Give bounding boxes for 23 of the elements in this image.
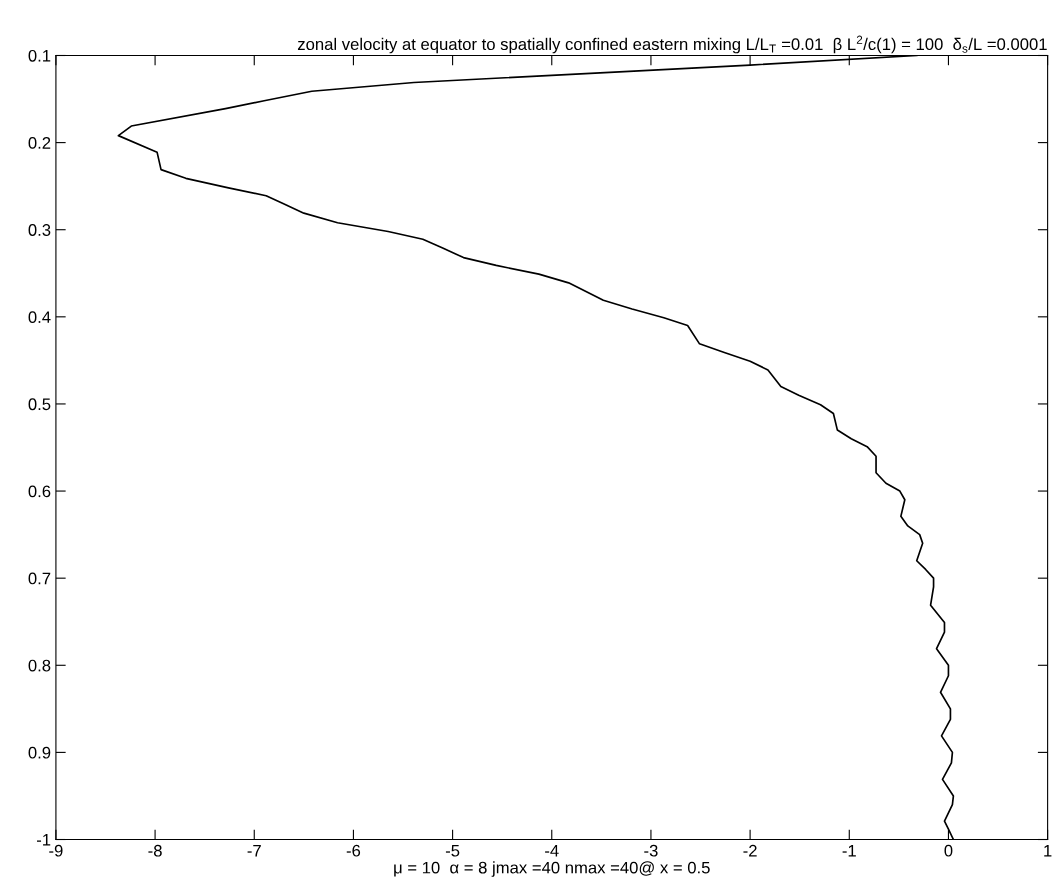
y-tick-label: 0.5 bbox=[28, 398, 51, 411]
y-tick-label: -1 bbox=[36, 834, 51, 846]
x-axis-title: μ = 10 α = 8 jmax =40 nmax =40@ x = 0.5 bbox=[394, 861, 710, 877]
y-tick-label: 0.7 bbox=[28, 572, 51, 585]
y-tick-label: 0.2 bbox=[28, 137, 51, 149]
chart-title: zonal velocity at equator to spatially confined eastern mixing L/L$_{T}$ =0.01 β L$^{2}$/c(1) = 100 δ$_{s}$/L =0.0001 bbox=[297, 35, 1047, 54]
y-tick-label: 0.8 bbox=[28, 659, 51, 672]
x-tick-label: 1 bbox=[1044, 844, 1052, 857]
x-tick-label: -5 bbox=[445, 844, 460, 857]
x-tick-label: 0 bbox=[944, 844, 953, 857]
x-tick-label: -7 bbox=[247, 844, 261, 857]
x-tick-label: -6 bbox=[346, 844, 361, 857]
x-tick-label: -2 bbox=[743, 844, 757, 857]
y-tick-label: 0.9 bbox=[28, 746, 51, 759]
x-tick-label: -3 bbox=[644, 844, 658, 857]
y-tick-label: 0.4 bbox=[28, 311, 51, 324]
y-tick-label: 0.3 bbox=[28, 224, 51, 236]
y-tick-label: 0.1 bbox=[28, 49, 51, 62]
y-tick-label: 0.6 bbox=[28, 485, 51, 498]
x-tick-label: -4 bbox=[545, 844, 559, 857]
x-tick-label: -9 bbox=[49, 844, 63, 857]
x-tick-label: -1 bbox=[842, 844, 856, 857]
x-tick-label: -8 bbox=[148, 844, 162, 857]
